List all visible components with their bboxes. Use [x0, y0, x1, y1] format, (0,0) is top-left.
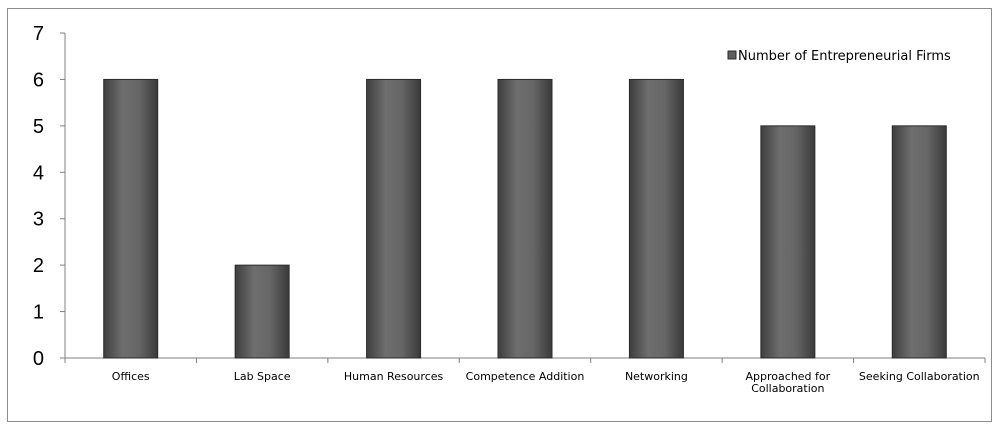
y-tick-label: 5 [33, 116, 44, 138]
x-tick-label: Collaboration [751, 382, 824, 395]
bar-lab-space [234, 264, 290, 359]
bar-networking [628, 78, 684, 359]
bars [103, 78, 947, 359]
y-axis: 0 1 2 3 4 5 6 7 [33, 23, 66, 370]
bar-human-resources [366, 78, 422, 359]
bar-approached-for-collaboration [760, 125, 816, 359]
y-tick-label: 0 [33, 348, 44, 370]
y-tick-label: 6 [33, 69, 44, 91]
y-tick-label: 1 [33, 302, 44, 324]
legend-swatch [727, 50, 737, 60]
y-tick-label: 3 [33, 209, 44, 231]
y-tick-label: 2 [33, 255, 44, 277]
legend: Number of Entrepreneurial Firms [727, 49, 951, 64]
y-tick-label: 7 [33, 23, 44, 45]
bar-offices [103, 78, 159, 359]
x-tick-label: Lab Space [234, 370, 291, 383]
x-tick-label: Human Resources [344, 370, 444, 383]
bar-competence-addition [497, 78, 553, 359]
x-axis: Offices Lab Space Human Resources Competenc… [64, 357, 986, 395]
y-tick-label: 4 [33, 162, 44, 184]
x-tick-label: Offices [112, 370, 150, 383]
x-tick-label: Networking [625, 370, 688, 383]
x-tick-label: Approached for [746, 370, 831, 383]
x-tick-label: Seeking Collaboration [859, 370, 980, 383]
x-tick-label: Competence Addition [466, 370, 585, 383]
legend-label: Number of Entrepreneurial Firms [738, 49, 951, 64]
bar-seeking-collaboration [891, 125, 947, 359]
